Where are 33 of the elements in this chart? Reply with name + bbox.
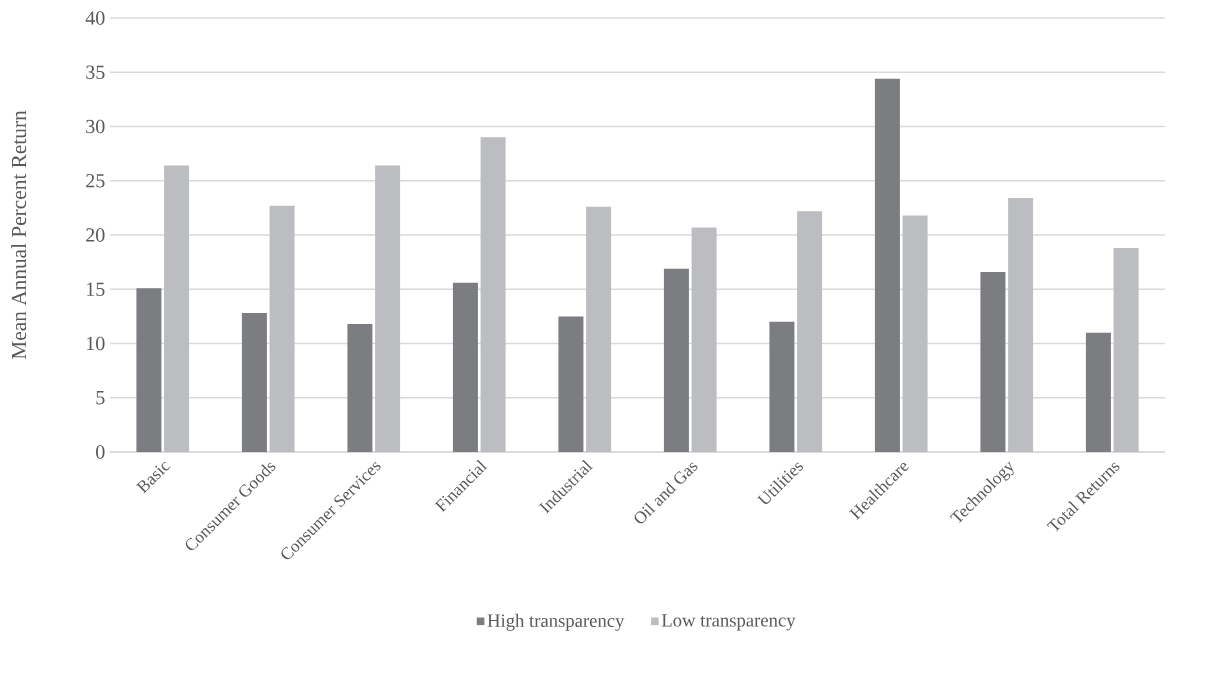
bar [874, 78, 900, 452]
y-tick-label: 40 [85, 11, 105, 25]
bar [691, 227, 717, 452]
bar [164, 165, 190, 452]
bar [347, 323, 373, 452]
bar [1085, 332, 1111, 452]
bar [375, 165, 401, 452]
bar [241, 313, 267, 452]
bar [797, 211, 823, 452]
y-tick-label: 10 [87, 336, 105, 351]
bar [902, 215, 928, 452]
bar [1113, 248, 1139, 452]
y-tick-label: 15 [87, 282, 105, 296]
y-tick-label: 30 [86, 119, 105, 134]
y-tick-label: 0 [96, 445, 105, 459]
y-tick-label: 25 [86, 174, 105, 188]
bar [136, 288, 162, 452]
bar [980, 271, 1006, 452]
y-tick-label: 20 [86, 228, 105, 242]
bar [586, 206, 612, 452]
legend-label: High transparency [487, 613, 625, 631]
bar [269, 205, 295, 452]
bar [558, 316, 584, 452]
bar [769, 321, 795, 452]
y-tick-label: 5 [96, 391, 105, 405]
bar [1008, 198, 1034, 452]
y-tick-label: 35 [86, 65, 105, 79]
legend-label: Low transparency [661, 614, 796, 631]
x-tick-label: Oil and Gas [634, 462, 698, 524]
bar [452, 282, 478, 452]
y-axis-title: Mean Annual Percent Return [11, 110, 27, 360]
bar [663, 268, 689, 452]
bar [480, 137, 506, 452]
